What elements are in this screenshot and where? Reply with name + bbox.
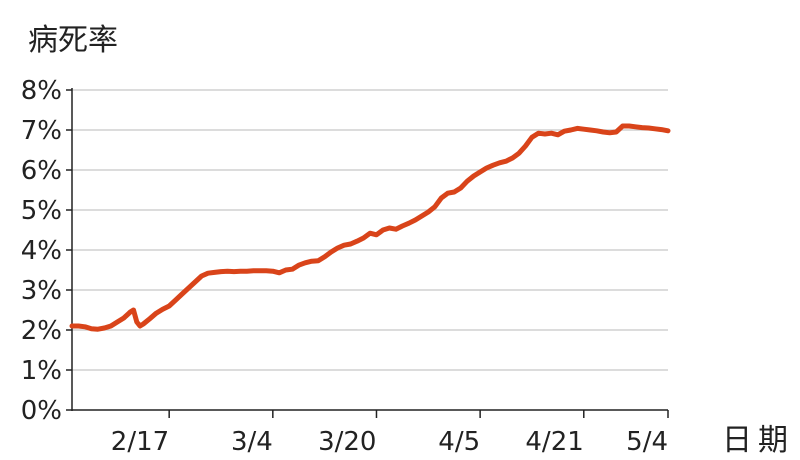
x-axis-title: 日期 [722,423,794,458]
gridlines [72,89,668,371]
y-tick-label-4: 4% [21,236,62,266]
y-axis-title: 病死率 [28,23,118,58]
x-tick-label-2: 3/20 [318,427,376,457]
y-tick-label-8: 8% [21,76,62,106]
y-tick-label-2: 2% [21,316,62,346]
x-tick-label-3: 4/5 [438,427,480,457]
series-line-0 [69,123,671,332]
y-tick-label-5: 5% [21,196,62,226]
x-tick-label-5: 5/4 [626,427,668,457]
y-tick-label-7: 7% [21,116,62,146]
y-tick-label-1: 1% [21,356,62,386]
y-ticks: 0% 1% 2% 3% 4% 5% 6% 7% 8% [21,76,72,426]
y-tick-label-3: 3% [21,276,62,306]
x-tick-label-4: 4/21 [525,427,583,457]
series-layer [69,123,671,332]
y-tick-label-0: 0% [21,396,62,426]
x-tick-label-0: 2/17 [111,427,169,457]
x-ticks: 2/17 3/4 3/20 4/5 4/21 5/4 [111,410,669,457]
y-tick-label-6: 6% [21,156,62,186]
x-tick-label-1: 3/4 [231,427,273,457]
